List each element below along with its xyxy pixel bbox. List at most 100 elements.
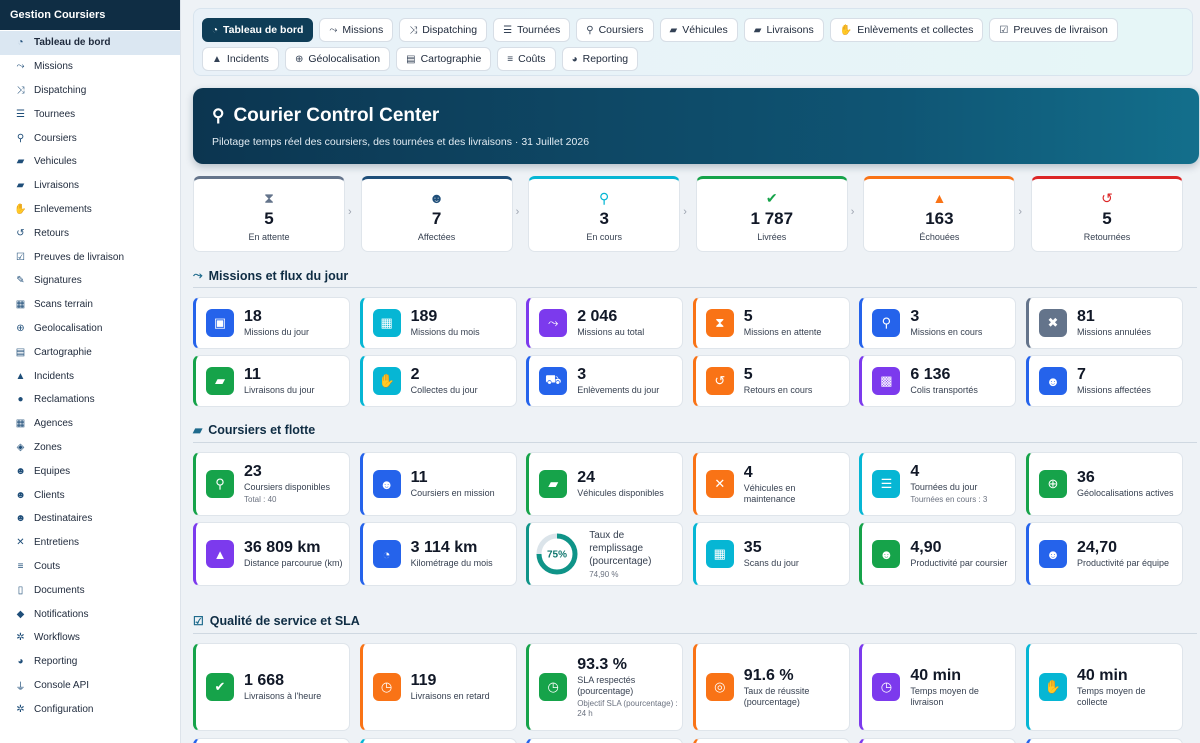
- metric-card-productivite-par-equipe[interactable]: ☻ 24,70 Productivité par équipe: [1026, 522, 1183, 586]
- metric-text: 93.3 % SLA respectés (pourcentage) Objecti…: [577, 656, 682, 719]
- metric-card-collectes-du-jour[interactable]: ✋ 2 Collectes du jour: [359, 355, 517, 407]
- tab-label: Véhicules: [682, 24, 728, 36]
- metric-card-partial[interactable]: [193, 738, 350, 743]
- sidebar-item-label: Signatures: [34, 275, 82, 287]
- metric-card-missions-annulees[interactable]: ✖ 81 Missions annulées: [1026, 297, 1183, 349]
- status-card-echouees[interactable]: ▲ 163 Échouées: [863, 176, 1016, 252]
- metric-card-colis-transportes[interactable]: ▩ 6 136 Colis transportés: [859, 355, 1017, 407]
- metric-card-partial[interactable]: [859, 738, 1017, 743]
- tab-reporting[interactable]: ◕ Reporting: [561, 47, 639, 71]
- metric-card-missions-au-total[interactable]: ⤳ 2 046 Missions au total: [526, 297, 684, 349]
- metric-value: 3 114 km: [410, 539, 478, 556]
- pie-chart-icon: ◕: [17, 656, 24, 668]
- tab-geolocalisation[interactable]: ⊕ Géolocalisation: [284, 47, 391, 71]
- metric-card-livraisons-en-retard[interactable]: ◷ 119 Livraisons en retard: [359, 643, 517, 731]
- metric-card-productivite-par-coursier[interactable]: ☻ 4,90 Productivité par coursier: [859, 522, 1017, 586]
- metric-value: 35: [743, 539, 762, 556]
- tab-vehicules[interactable]: ▰ Véhicules: [659, 18, 738, 42]
- sidebar-item-incidents[interactable]: ▲ Incidents: [0, 364, 180, 388]
- sidebar-item-scans-terrain[interactable]: ▦ Scans terrain: [0, 293, 180, 317]
- sidebar-item-retours[interactable]: ↺ Retours: [0, 221, 180, 245]
- metric-card-kilometrage-du-mois[interactable]: ◔ 3 114 km Kilométrage du mois: [359, 522, 517, 586]
- sidebar-item-tableau-de-bord[interactable]: ◔ Tableau de bord: [0, 31, 180, 55]
- status-card-en-attente[interactable]: ⧗ 5 En attente: [193, 176, 345, 252]
- metric-card-partial[interactable]: [526, 738, 684, 743]
- metric-card-coursiers-disponibles[interactable]: ⚲ 23 Coursiers disponibles Total : 40: [193, 452, 350, 516]
- metric-card-temps-moyen-de-collecte[interactable]: ✋ 40 min Temps moyen de collecte: [1026, 643, 1183, 731]
- metric-card-partial[interactable]: [359, 738, 517, 743]
- metric-card-partial[interactable]: [1026, 738, 1183, 743]
- sidebar-item-console-api[interactable]: ⏚ Console API: [0, 674, 180, 698]
- sidebar-item-reclamations[interactable]: ● Reclamations: [0, 388, 180, 412]
- sidebar-item-documents[interactable]: ▯ Documents: [0, 578, 180, 602]
- metric-card-coursiers-en-mission[interactable]: ☻ 11 Coursiers en mission: [359, 452, 517, 516]
- metric-card-sla-respectes-pourcentage[interactable]: ◷ 93.3 % SLA respectés (pourcentage) Object…: [526, 643, 684, 731]
- sidebar-item-coursiers[interactable]: ⚲ Coursiers: [0, 126, 180, 150]
- tab-preuves-de-livraison[interactable]: ☑ Preuves de livraison: [989, 18, 1118, 42]
- sidebar-item-zones[interactable]: ◈ Zones: [0, 436, 180, 460]
- check-circle-icon: ✔: [206, 673, 234, 701]
- tab-couts[interactable]: ≡ Coûts: [497, 47, 556, 71]
- sidebar-item-entretiens[interactable]: ✕ Entretiens: [0, 531, 180, 555]
- metric-card-missions-du-jour[interactable]: ▣ 18 Missions du jour: [193, 297, 350, 349]
- metric-card-scans-du-jour[interactable]: ▦ 35 Scans du jour: [692, 522, 850, 586]
- metric-card-missions-en-cours[interactable]: ⚲ 3 Missions en cours: [859, 297, 1017, 349]
- sidebar-item-enlevements[interactable]: ✋ Enlevements: [0, 198, 180, 222]
- metric-value: 23: [244, 463, 262, 480]
- metric-text: 3 Missions en cours: [910, 308, 982, 338]
- metric-card-missions-affectees[interactable]: ☻ 7 Missions affectées: [1026, 355, 1183, 407]
- sidebar-item-dispatching[interactable]: ⤨ Dispatching: [0, 79, 180, 103]
- metric-card-partial[interactable]: [692, 738, 850, 743]
- metric-card-missions-du-mois[interactable]: ▦ 189 Missions du mois: [359, 297, 517, 349]
- sidebar-item-label: Clients: [34, 489, 65, 501]
- sidebar-item-preuves-de-livraison[interactable]: ☑ Preuves de livraison: [0, 245, 180, 269]
- sidebar-item-signatures[interactable]: ✎ Signatures: [0, 269, 180, 293]
- tab-cartographie[interactable]: ▤ Cartographie: [396, 47, 492, 71]
- metric-label: Missions au total: [577, 327, 645, 337]
- metric-card-livraisons-a-l-heure[interactable]: ✔ 1 668 Livraisons à l'heure: [193, 643, 350, 731]
- tab-tableau-de-bord[interactable]: ◔ Tableau de bord: [202, 18, 314, 42]
- sidebar-item-vehicules[interactable]: ▰ Vehicules: [0, 150, 180, 174]
- metric-card-retours-en-cours[interactable]: ↺ 5 Retours en cours: [692, 355, 850, 407]
- tab-missions[interactable]: ⤳ Missions: [319, 18, 394, 42]
- sidebar-item-livraisons[interactable]: ▰ Livraisons: [0, 174, 180, 198]
- sidebar-item-agences[interactable]: ▦ Agences: [0, 412, 180, 436]
- metric-card-vehicules-disponibles[interactable]: ▰ 24 Véhicules disponibles: [526, 452, 684, 516]
- metric-card-geolocalisations-actives[interactable]: ⊕ 36 Géolocalisations actives: [1026, 452, 1183, 516]
- signature-icon: ✎: [16, 275, 25, 287]
- sidebar-item-cartographie[interactable]: ▤ Cartographie: [0, 340, 180, 364]
- metric-card-missions-en-attente[interactable]: ⧗ 5 Missions en attente: [692, 297, 850, 349]
- metric-card-enlevements-du-jour[interactable]: ⛟ 3 Enlèvements du jour: [526, 355, 684, 407]
- tab-tournees[interactable]: ☰ Tournées: [493, 18, 571, 42]
- status-card-en-cours[interactable]: ⚲ 3 En cours: [528, 176, 681, 252]
- sidebar-item-destinataires[interactable]: ☻ Destinataires: [0, 507, 180, 531]
- metric-card-temps-moyen-de-livraison[interactable]: ◷ 40 min Temps moyen de livraison: [859, 643, 1017, 731]
- sidebar-item-geolocalisation[interactable]: ⊕ Geolocalisation: [0, 317, 180, 341]
- tab-livraisons[interactable]: ▰ Livraisons: [743, 18, 824, 42]
- tab-incidents[interactable]: ▲ Incidents: [202, 47, 279, 71]
- status-card-livrees[interactable]: ✔ 1 787 Livrées: [695, 176, 848, 252]
- sidebar-item-equipes[interactable]: ☻ Equipes: [0, 459, 180, 483]
- metric-card-distance-parcourue-km[interactable]: ▲ 36 809 km Distance parcourue (km): [193, 522, 350, 586]
- sidebar-item-couts[interactable]: ≡ Couts: [0, 555, 180, 579]
- status-card-affectees[interactable]: ☻ 7 Affectées: [360, 176, 513, 252]
- metric-note: Tournées en cours : 3: [910, 495, 988, 504]
- metric-card-taux-de-reussite-pourcentage[interactable]: ◎ 91.6 % Taux de réussite (pourcentage): [692, 643, 850, 731]
- tab-dispatching[interactable]: ⤨ Dispatching: [399, 18, 488, 42]
- metric-card-livraisons-du-jour[interactable]: ▰ 11 Livraisons du jour: [193, 355, 350, 407]
- sidebar-item-configuration[interactable]: ✲ Configuration: [0, 697, 180, 721]
- sidebar-item-notifications[interactable]: ◆ Notifications: [0, 602, 180, 626]
- status-card-retournees[interactable]: ↺ 5 Retournées: [1031, 176, 1183, 252]
- sidebar-item-tournees[interactable]: ☰ Tournees: [0, 102, 180, 126]
- tab-enlevements-et-collectes[interactable]: ✋ Enlèvements et collectes: [829, 18, 984, 42]
- sidebar-item-clients[interactable]: ☻ Clients: [0, 483, 180, 507]
- sidebar-item-workflows[interactable]: ✲ Workflows: [0, 626, 180, 650]
- tab-coursiers[interactable]: ⚲ Coursiers: [576, 18, 654, 42]
- metric-label: Coursiers disponibles: [244, 482, 331, 492]
- metric-card-tournees-du-jour[interactable]: ☰ 4 Tournées du jour Tournées en cours : 3: [859, 452, 1017, 516]
- sidebar-item-missions[interactable]: ⤳ Missions: [0, 55, 180, 79]
- sidebar-item-reporting[interactable]: ◕ Reporting: [0, 650, 180, 674]
- metric-card-taux-de-remplissage-pourcentage[interactable]: 75% Taux de remplissage (pourcentage) 74,9…: [526, 522, 684, 586]
- metric-text: 1 668 Livraisons à l'heure: [244, 672, 321, 702]
- metric-card-vehicules-en-maintenance[interactable]: ✕ 4 Véhicules en maintenance: [692, 452, 850, 516]
